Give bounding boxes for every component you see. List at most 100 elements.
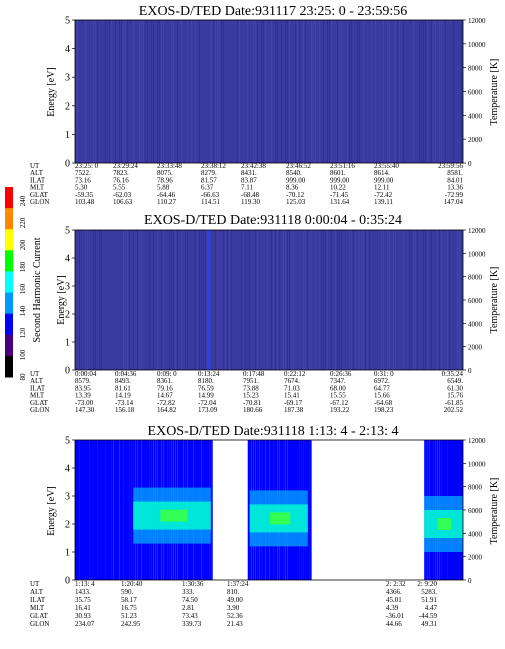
orbit-row-label: ILAT: [30, 176, 46, 184]
texture-streak: [93, 20, 94, 163]
colorbar-cell: [5, 229, 13, 251]
texture-streak: [337, 230, 338, 370]
y2-tick-label: 8000: [468, 484, 483, 492]
texture-streak: [253, 20, 254, 163]
orbit-cell: 2: 2:32: [386, 580, 406, 588]
orbit-cell: 147.04: [444, 198, 464, 206]
orbit-cell: 0:26:36: [330, 370, 352, 378]
orbit-cell: 16.41: [75, 604, 91, 612]
texture-streak: [217, 20, 218, 163]
colorbar-tick-label: 180: [19, 261, 27, 272]
texture-streak: [97, 440, 98, 580]
y2-tick-label: 6000: [468, 507, 483, 515]
orbit-cell: 5.30: [75, 184, 88, 192]
texture-streak: [311, 230, 312, 370]
orbit-row-label: MLT: [30, 392, 45, 400]
orbit-cell: 1:37:24: [227, 580, 249, 588]
texture-streak: [119, 440, 120, 580]
orbit-cell: 23:42:38: [241, 162, 266, 170]
colorbar-ticks: 240 220 200 180 160 140 120 100 80: [19, 195, 27, 380]
orbit-cell: 71.03: [284, 384, 300, 392]
orbit-cell: 7951.: [243, 377, 259, 385]
spectrogram-texture: [77, 20, 462, 163]
texture-streak: [273, 230, 274, 370]
orbit-cell: -72.82: [157, 399, 176, 407]
texture-streak: [123, 20, 124, 163]
texture-streak: [433, 20, 434, 163]
texture-streak: [171, 230, 172, 370]
texture-streak: [439, 230, 440, 370]
texture-streak: [227, 230, 228, 370]
orbit-cell: -70.12: [286, 191, 305, 199]
y-tick-label: 0: [65, 159, 70, 170]
texture-streak: [289, 230, 290, 370]
colorbar-tick-label: 220: [19, 217, 27, 228]
orbit-cell: 0:13:24: [198, 370, 220, 378]
orbit-cell: 4.47: [425, 604, 438, 612]
texture-streak: [327, 20, 328, 163]
texture-streak: [363, 20, 364, 163]
texture-streak: [95, 20, 96, 163]
texture-streak: [213, 20, 214, 163]
texture-streak: [399, 20, 400, 163]
y2-axis-label: Temperature [K]: [489, 478, 500, 545]
texture-streak: [111, 440, 112, 580]
texture-streak: [79, 230, 80, 370]
texture-streak: [95, 230, 96, 370]
orbit-cell: 8601.: [330, 169, 346, 177]
texture-streak: [211, 440, 212, 580]
orbit-row-label: ALT: [30, 588, 44, 596]
texture-streak: [131, 440, 132, 580]
orbit-cell: 73.16: [75, 176, 91, 184]
texture-streak: [171, 20, 172, 163]
orbit-cell: 51.91: [421, 596, 437, 604]
orbit-cell: 15.23: [243, 392, 259, 400]
orbit-cell: 999.00: [330, 176, 350, 184]
y-tick-label: 4: [65, 254, 70, 265]
texture-streak: [177, 230, 178, 370]
texture-streak: [403, 20, 404, 163]
texture-streak: [157, 20, 158, 163]
texture-streak: [437, 230, 438, 370]
orbit-cell: 4366.: [386, 588, 402, 596]
colorbar-tick-label: 80: [19, 373, 27, 381]
texture-streak: [147, 20, 148, 163]
texture-streak: [329, 20, 330, 163]
orbit-row-label: UT: [30, 162, 40, 170]
texture-streak: [393, 230, 394, 370]
texture-streak: [277, 230, 278, 370]
orbit-cell: 999.00: [286, 176, 306, 184]
orbit-cell: 23:51:16: [330, 162, 355, 170]
texture-streak: [205, 230, 206, 370]
texture-streak: [261, 20, 262, 163]
orbit-cell: -73.14: [115, 399, 134, 407]
colorbar-tick-label: 200: [19, 239, 27, 250]
y2-tick-label: 8000: [468, 274, 483, 282]
texture-streak: [447, 230, 448, 370]
texture-streak: [229, 230, 230, 370]
orbit-cell: -64.46: [157, 191, 176, 199]
orbit-cell: -68.48: [241, 191, 260, 199]
orbit-cell: 106.63: [113, 198, 133, 206]
texture-streak: [199, 230, 200, 370]
texture-streak: [297, 20, 298, 163]
texture-streak: [173, 20, 174, 163]
texture-streak: [223, 230, 224, 370]
texture-streak: [247, 20, 248, 163]
texture-streak: [121, 20, 122, 163]
texture-streak: [249, 230, 250, 370]
orbit-cell: 83.95: [75, 384, 91, 392]
orbit-cell: 0:22:12: [284, 370, 306, 378]
texture-streak: [199, 20, 200, 163]
y2-axis: 0 2000 4000 6000 8000 10000 12000: [463, 17, 486, 168]
texture-streak: [415, 230, 416, 370]
orbit-cell: 7522.: [75, 169, 91, 177]
orbit-cell: 234.07: [75, 620, 95, 628]
texture-streak: [279, 230, 280, 370]
texture-streak: [177, 20, 178, 163]
texture-streak: [319, 20, 320, 163]
orbit-cell: -59.35: [75, 191, 94, 199]
texture-streak: [145, 20, 146, 163]
orbit-cell: 8540.: [286, 169, 302, 177]
orbit-cell: 10.22: [330, 184, 346, 192]
